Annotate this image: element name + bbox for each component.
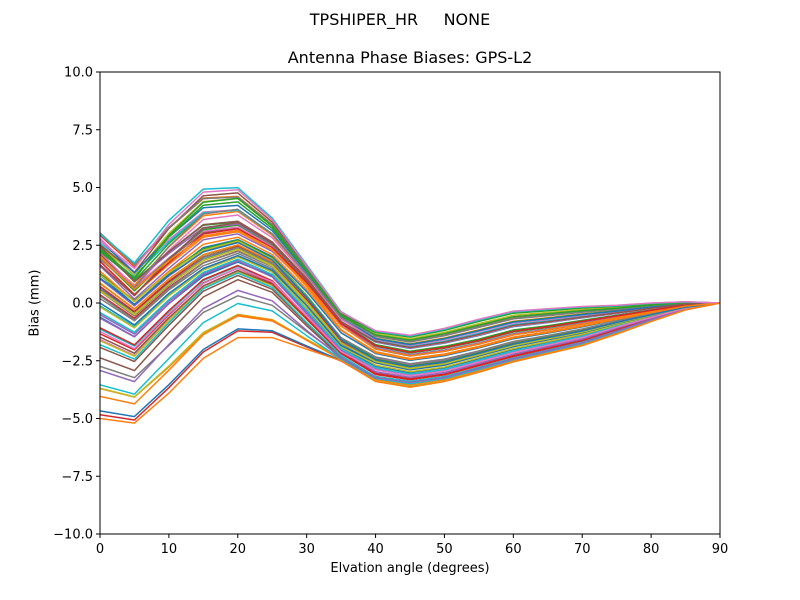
data-series-line — [100, 267, 720, 377]
data-series-line — [100, 289, 720, 384]
y-tick-label: −10.0 — [53, 528, 93, 543]
x-tick-label: 50 — [436, 542, 453, 557]
upper-envelope-line — [100, 189, 720, 337]
x-tick-label: 60 — [505, 542, 522, 557]
y-axis-ticks: −10.0 −7.5 −5.0 −2.5 0.0 2.5 5.0 7.5 10.0 — [53, 66, 100, 543]
x-tick-label: 70 — [574, 542, 591, 557]
x-tick-label: 40 — [367, 542, 384, 557]
x-tick-label: 0 — [96, 542, 104, 557]
data-series-line — [100, 208, 720, 343]
data-series-line — [100, 241, 720, 368]
figure-suptitle: TPSHIPER_HR NONE — [309, 10, 491, 29]
x-tick-label: 90 — [712, 542, 729, 557]
y-axis-label: Bias (mm) — [27, 269, 43, 337]
x-axis-ticks: 0 10 20 30 40 50 60 70 80 90 — [96, 534, 728, 557]
x-tick-label: 10 — [161, 542, 178, 557]
lower-envelope-line — [100, 302, 720, 424]
data-series-line — [100, 221, 720, 349]
y-tick-label: 7.5 — [72, 123, 93, 138]
y-tick-label: −5.0 — [61, 412, 93, 427]
x-axis-label: Elvation angle (degrees) — [330, 561, 490, 576]
data-series-line — [100, 260, 720, 379]
x-tick-label: 30 — [298, 542, 315, 557]
y-tick-label: −7.5 — [61, 470, 93, 485]
data-series-line — [100, 246, 720, 365]
data-series-line — [100, 229, 720, 361]
data-series-line — [100, 248, 720, 370]
x-tick-label: 20 — [230, 542, 247, 557]
x-tick-label: 80 — [643, 542, 660, 557]
y-tick-label: −2.5 — [61, 354, 93, 369]
data-series-line — [100, 230, 720, 357]
y-tick-label: 0.0 — [72, 297, 93, 312]
data-lines — [100, 186, 720, 424]
y-tick-label: 5.0 — [72, 181, 93, 196]
data-series-line — [100, 201, 720, 341]
chart-title: Antenna Phase Biases: GPS-L2 — [287, 48, 533, 67]
data-series-line — [100, 228, 720, 354]
data-series-line — [100, 258, 720, 375]
data-series-line — [100, 204, 720, 346]
y-tick-label: 10.0 — [64, 66, 93, 81]
y-tick-label: 2.5 — [72, 239, 93, 254]
